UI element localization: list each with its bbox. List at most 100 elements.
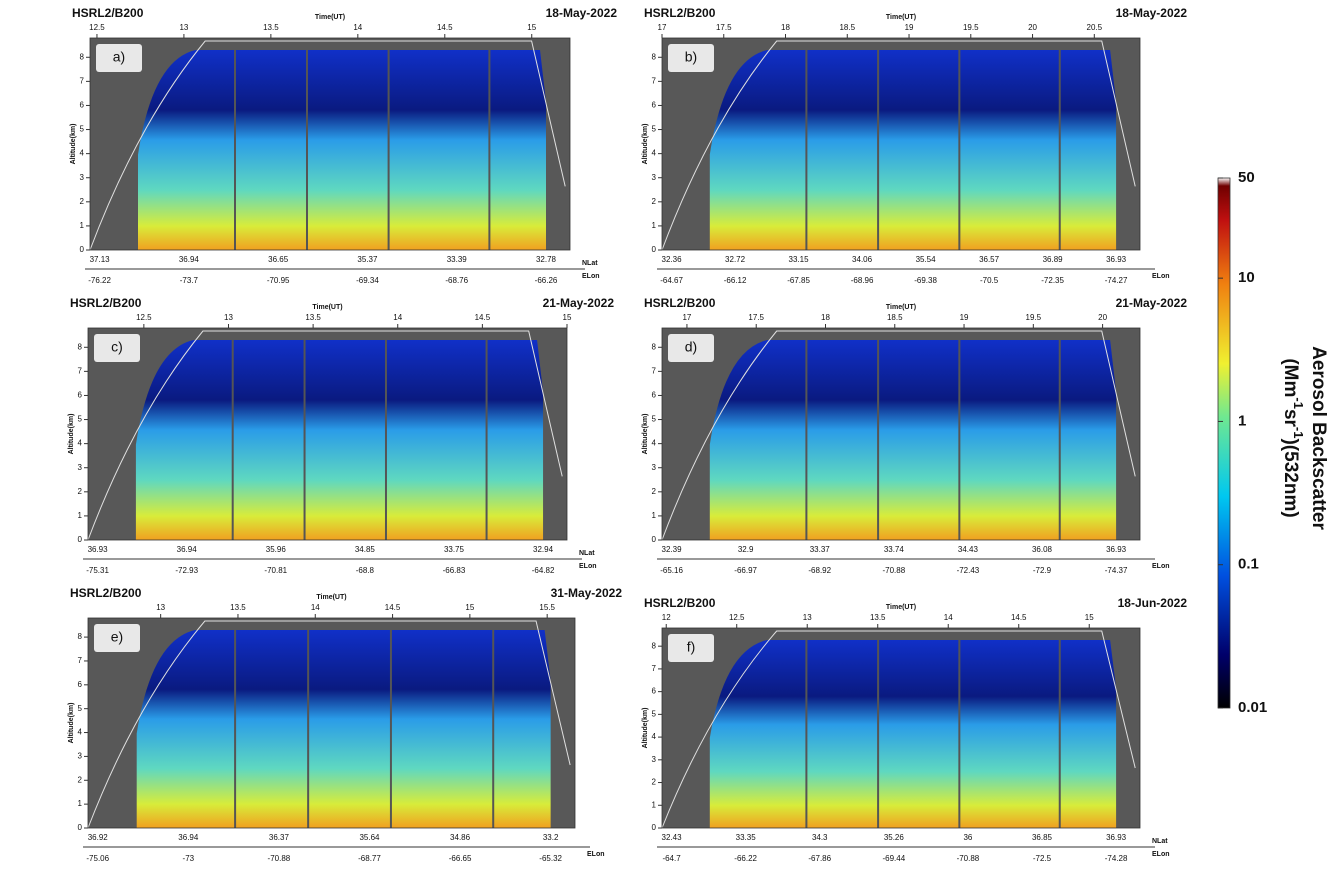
plot-frame xyxy=(89,37,571,251)
time-tick-label: 15.5 xyxy=(539,603,555,612)
data-gap xyxy=(877,50,880,250)
y-tick-label: 0 xyxy=(652,245,657,254)
lat-tick-label: 36.92 xyxy=(88,833,109,842)
time-tick-label: 20 xyxy=(1028,23,1037,32)
lon-tick-label: -72.93 xyxy=(175,566,198,575)
y-tick-label: 4 xyxy=(78,439,83,448)
plot-frame xyxy=(661,627,1141,829)
lat-tick-label: 35.37 xyxy=(357,255,378,264)
y-tick-label: 6 xyxy=(80,101,85,110)
lat-tick-label: 36.57 xyxy=(979,255,1000,264)
y-axis-label: Altitude(km) xyxy=(642,708,649,749)
colorbar xyxy=(1217,177,1231,709)
data-gap xyxy=(488,50,491,250)
y-tick-label: 1 xyxy=(652,800,657,809)
lon-tick-label: -66.65 xyxy=(449,854,472,863)
time-tick-label: 17 xyxy=(658,23,667,32)
units-part: (Mm xyxy=(1280,358,1301,397)
lat-tick-label: 36.65 xyxy=(268,255,289,264)
y-tick-label: 4 xyxy=(80,149,85,158)
lon-label: ELon xyxy=(582,273,600,280)
time-tick-label: 13.5 xyxy=(230,603,246,612)
data-gap xyxy=(307,630,310,828)
backscatter-curtain xyxy=(138,50,546,250)
lat-tick-label: 33.39 xyxy=(447,255,468,264)
time-tick-label: 18 xyxy=(781,23,790,32)
data-gap xyxy=(231,340,234,540)
time-axis-label: Time(UT) xyxy=(886,14,916,21)
time-tick-label: 17.5 xyxy=(716,23,732,32)
y-tick-label: 6 xyxy=(652,687,657,696)
y-tick-label: 1 xyxy=(652,511,657,520)
time-tick-label: 15 xyxy=(563,313,572,322)
data-gap xyxy=(234,630,237,828)
lat-tick-label: 32.36 xyxy=(662,255,683,264)
lon-tick-label: -70.95 xyxy=(267,276,290,285)
lon-tick-label: -64.7 xyxy=(662,854,681,863)
lon-tick-label: -73.7 xyxy=(180,276,199,285)
y-tick-label: 5 xyxy=(652,415,657,424)
plot-frame xyxy=(87,327,568,541)
panel-label: b) xyxy=(685,49,697,65)
instrument: HSRL2/B200 xyxy=(644,296,716,310)
lat-tick-label: 36.93 xyxy=(1106,255,1127,264)
lon-tick-label: -72.35 xyxy=(1041,276,1064,285)
y-tick-label: 0 xyxy=(652,823,657,832)
lat-tick-label: 32.39 xyxy=(662,545,683,554)
y-tick-label: 7 xyxy=(80,76,85,85)
lon-tick-label: -69.34 xyxy=(356,276,379,285)
lon-label: ELon xyxy=(587,851,605,858)
date: 31-May-2022 xyxy=(551,586,623,600)
panel-label-box xyxy=(668,334,714,362)
lon-tick-label: -70.88 xyxy=(882,566,905,575)
y-tick-label: 7 xyxy=(78,656,83,665)
lat-tick-label: 35.96 xyxy=(266,545,287,554)
lat-label: NLat xyxy=(582,260,598,267)
y-tick-label: 7 xyxy=(652,76,657,85)
data-gap xyxy=(485,340,488,540)
lat-label: NLat xyxy=(1152,838,1168,845)
time-tick-label: 19 xyxy=(960,313,969,322)
time-tick-label: 12.5 xyxy=(89,23,105,32)
y-tick-label: 2 xyxy=(78,487,83,496)
colorbar-title: Aerosol Backscatter xyxy=(1308,346,1329,530)
time-tick-label: 13 xyxy=(224,313,233,322)
lon-tick-label: -75.31 xyxy=(86,566,109,575)
plot-frame xyxy=(87,617,576,829)
colorbar-tick-label: 1 xyxy=(1238,412,1246,429)
y-tick-label: 5 xyxy=(652,709,657,718)
panel-label-box xyxy=(94,624,140,652)
flight-altitude xyxy=(661,630,1136,829)
panel-label-box xyxy=(96,44,142,72)
lat-tick-label: 35.26 xyxy=(884,833,905,842)
units-part: sr xyxy=(1280,409,1301,428)
colorbar-tick-label: 50 xyxy=(1238,169,1255,186)
y-tick-label: 3 xyxy=(652,173,657,182)
lat-tick-label: 32.94 xyxy=(533,545,554,554)
y-tick-label: 5 xyxy=(78,415,83,424)
flight-altitude xyxy=(87,330,563,541)
y-tick-label: 0 xyxy=(652,535,657,544)
y-tick-label: 8 xyxy=(652,342,657,351)
time-tick-label: 14.5 xyxy=(1011,613,1027,622)
time-tick-label: 13 xyxy=(179,23,188,32)
panel-label: f) xyxy=(687,639,696,655)
time-tick-label: 15 xyxy=(1085,613,1094,622)
data-gap xyxy=(805,640,808,828)
y-tick-label: 6 xyxy=(652,101,657,110)
flight-altitude xyxy=(661,330,1136,541)
y-tick-label: 7 xyxy=(652,366,657,375)
lat-tick-label: 33.37 xyxy=(810,545,831,554)
y-tick-label: 4 xyxy=(652,439,657,448)
time-tick-label: 19.5 xyxy=(1026,313,1042,322)
lat-tick-label: 33.75 xyxy=(444,545,465,554)
time-tick-label: 19 xyxy=(905,23,914,32)
lon-tick-label: -66.22 xyxy=(734,854,757,863)
lon-tick-label: -74.28 xyxy=(1105,854,1128,863)
flight-altitude xyxy=(87,620,571,829)
time-tick-label: 18.5 xyxy=(839,23,855,32)
lon-tick-label: -67.86 xyxy=(808,854,831,863)
data-gap xyxy=(1058,50,1061,250)
y-tick-label: 2 xyxy=(652,197,657,206)
instrument: HSRL2/B200 xyxy=(72,6,144,20)
